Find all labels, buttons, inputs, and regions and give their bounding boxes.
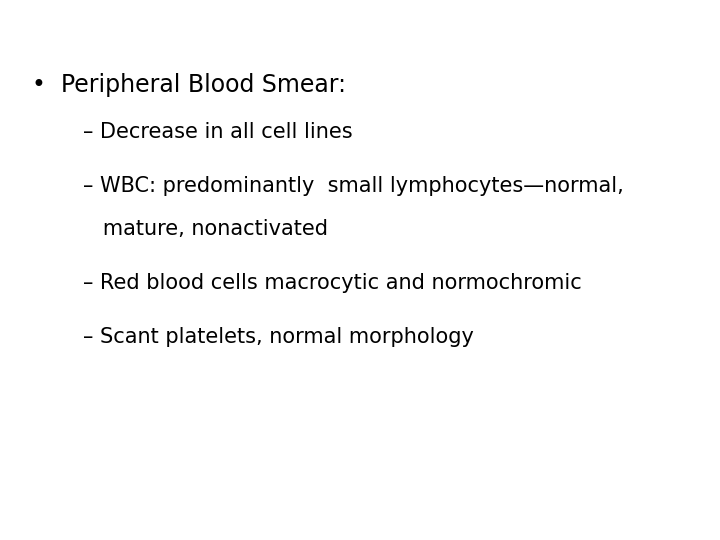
Text: mature, nonactivated: mature, nonactivated (83, 219, 328, 239)
Text: – Scant platelets, normal morphology: – Scant platelets, normal morphology (83, 327, 474, 347)
Text: •  Peripheral Blood Smear:: • Peripheral Blood Smear: (32, 73, 346, 97)
Text: – Decrease in all cell lines: – Decrease in all cell lines (83, 122, 352, 141)
Text: – Red blood cells macrocytic and normochromic: – Red blood cells macrocytic and normoch… (83, 273, 582, 293)
Text: – WBC: predominantly  small lymphocytes—normal,: – WBC: predominantly small lymphocytes—n… (83, 176, 624, 195)
